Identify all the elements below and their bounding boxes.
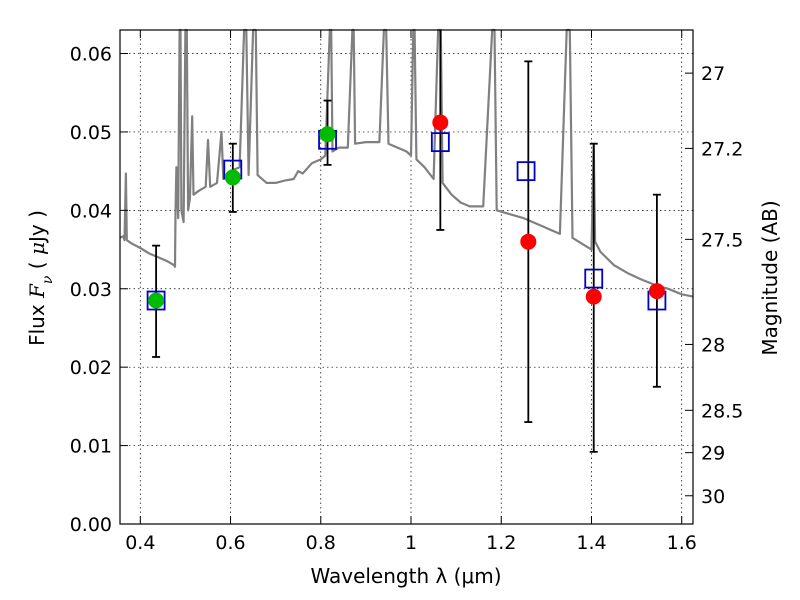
mag-tick-label-5: 29 bbox=[701, 443, 725, 465]
point-green-1 bbox=[224, 169, 241, 186]
mag-tick-label-1: 27.2 bbox=[701, 138, 743, 160]
model-square-5 bbox=[584, 268, 604, 289]
x-tick-label-6: 1.6 bbox=[667, 532, 697, 554]
y-tick-label-4: 0.04 bbox=[70, 200, 112, 222]
y-tick-label-0: 0.00 bbox=[70, 514, 112, 536]
mag-tick-label-0: 27 bbox=[701, 63, 725, 85]
y-tick-label-6: 0.06 bbox=[70, 44, 112, 66]
y-tick-label-1: 0.01 bbox=[70, 436, 112, 458]
mag-tick-label-6: 30 bbox=[701, 486, 725, 508]
model-square-3 bbox=[430, 132, 450, 153]
x-tick-label-3: 1 bbox=[405, 532, 417, 554]
mag-tick-label-4: 28.5 bbox=[701, 400, 743, 422]
x-tick-label-1: 0.6 bbox=[215, 532, 245, 554]
point-green-0 bbox=[148, 292, 165, 309]
point-red-3 bbox=[648, 283, 665, 300]
x-axis-title: Wavelength λ (μm) bbox=[310, 564, 501, 588]
point-green-2 bbox=[319, 126, 336, 143]
model-square-4 bbox=[516, 161, 536, 182]
magnitude-axis-ticks: 27 27.2 27.5 28 28.5 29 30 bbox=[685, 63, 743, 508]
marker-layer bbox=[148, 114, 665, 309]
model-square-0 bbox=[146, 290, 166, 311]
x-tick-label-4: 1.2 bbox=[486, 532, 516, 554]
mag-tick-label-3: 28 bbox=[701, 334, 725, 356]
point-red-0 bbox=[432, 114, 449, 131]
y-tick-label-5: 0.05 bbox=[70, 122, 112, 144]
y-tick-label-2: 0.02 bbox=[70, 357, 112, 379]
point-red-1 bbox=[520, 233, 537, 250]
point-red-2 bbox=[585, 288, 602, 305]
mag-tick-label-2: 27.5 bbox=[701, 229, 743, 251]
x-axis-ticks: 0.4 0.6 0.8 1 1.2 1.4 1.6 bbox=[125, 30, 697, 554]
magnitude-axis-title: Magnitude (AB) bbox=[758, 200, 782, 355]
x-tick-label-5: 1.4 bbox=[576, 532, 606, 554]
x-tick-label-0: 0.4 bbox=[125, 532, 155, 554]
plot-frame bbox=[119, 29, 694, 525]
x-tick-label-2: 0.8 bbox=[306, 532, 336, 554]
y-tick-label-3: 0.03 bbox=[70, 279, 112, 301]
y-axis-ticks: 0.00 0.01 0.02 0.03 0.04 0.05 0.06 bbox=[70, 44, 128, 536]
y-axis-title: Flux Fν ( μJy ) bbox=[25, 210, 56, 346]
